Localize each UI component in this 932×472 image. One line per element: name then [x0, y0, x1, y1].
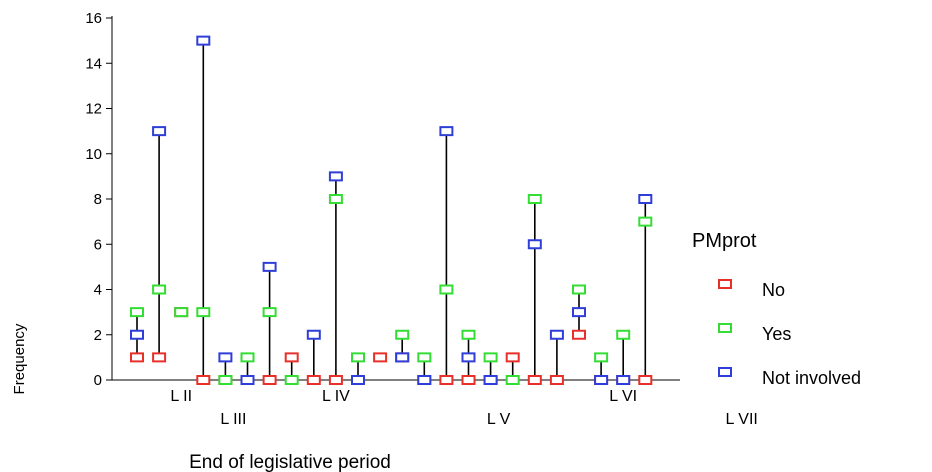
x-category-label: L VI [609, 388, 637, 405]
point-no [549, 375, 564, 385]
legend-label: Not involved [762, 368, 861, 388]
point-yes [351, 352, 365, 363]
y-tick-label: 12 [85, 101, 102, 118]
point-not-involved [328, 171, 343, 182]
point-not-involved [130, 329, 144, 340]
point-yes [152, 284, 167, 295]
x-category-label: L V [487, 411, 511, 428]
point-yes [483, 352, 498, 363]
legend-label: Yes [762, 324, 791, 344]
point-yes [284, 375, 299, 385]
point-yes [328, 194, 343, 204]
point-not-involved [196, 35, 211, 46]
markers [130, 35, 653, 385]
legend-title: PMprot [692, 230, 757, 252]
point-no [196, 375, 211, 385]
point-yes [638, 216, 653, 227]
point-yes [218, 375, 233, 385]
point-not-involved [306, 329, 321, 340]
x-category-label: L IV [322, 388, 350, 405]
point-no [373, 352, 388, 363]
point-not-involved [439, 126, 454, 137]
point-yes [196, 307, 211, 318]
labels: L II L III L IV L V L VI L VII [170, 388, 757, 428]
point-not-involved [218, 352, 233, 363]
point-yes [439, 284, 454, 295]
point-no [461, 375, 476, 385]
point-not-involved [461, 352, 476, 363]
x-category-label: L VII [726, 411, 758, 428]
point-yes [240, 352, 255, 363]
point-yes [505, 375, 520, 385]
y-tick-label: 14 [85, 55, 102, 72]
point-yes [572, 284, 586, 295]
point-not-involved [527, 239, 542, 250]
point-not-involved [483, 375, 498, 385]
point-yes [417, 352, 432, 363]
point-no [505, 352, 520, 363]
stems [136, 40, 647, 380]
point-not-involved [351, 375, 365, 385]
point-yes [594, 352, 609, 363]
point-no [527, 375, 542, 385]
y-tick-label: 4 [94, 282, 102, 299]
point-no [306, 375, 321, 385]
y-tick-label: 0 [94, 372, 102, 389]
point-not-involved [240, 375, 255, 385]
legend-label: No [762, 280, 785, 300]
point-no [262, 375, 277, 385]
point-no [130, 352, 144, 363]
point-no [328, 375, 343, 385]
legend-swatch [718, 279, 732, 289]
x-axis-title: End of legislative period [189, 452, 391, 472]
y-tick-label: 16 [85, 10, 102, 27]
point-not-involved [572, 307, 586, 318]
point-not-involved [152, 126, 167, 137]
point-no [439, 375, 454, 385]
x-category-label: L III [220, 411, 246, 428]
point-yes [527, 194, 542, 204]
point-not-involved [395, 352, 410, 363]
point-yes [174, 307, 189, 318]
x-category-label: L II [170, 388, 192, 405]
legend: PMprot No Yes Not involved [692, 230, 861, 388]
point-no [638, 375, 653, 385]
point-yes [616, 329, 631, 340]
y-tick-label: 6 [94, 236, 102, 253]
point-yes [262, 307, 277, 318]
y-axis-title: Frequency [11, 323, 28, 394]
point-not-involved [417, 375, 432, 385]
point-yes [395, 329, 410, 340]
legend-swatch [718, 367, 732, 377]
point-not-involved [616, 375, 631, 385]
legend-swatch [718, 323, 732, 333]
point-no [572, 329, 586, 340]
y-tick-label: 10 [85, 146, 102, 163]
y-tick-label: 2 [94, 327, 102, 344]
point-not-involved [638, 194, 653, 204]
point-not-involved [549, 329, 564, 340]
point-no [284, 352, 299, 363]
point-yes [461, 329, 476, 340]
point-yes [130, 307, 144, 318]
point-no [152, 352, 167, 363]
point-not-involved [594, 375, 609, 385]
y-tick-label: 8 [94, 191, 102, 208]
point-not-involved [262, 261, 277, 272]
axes: 0 2 4 6 8 10 12 14 16 Frequency End of legislative… [11, 10, 680, 472]
